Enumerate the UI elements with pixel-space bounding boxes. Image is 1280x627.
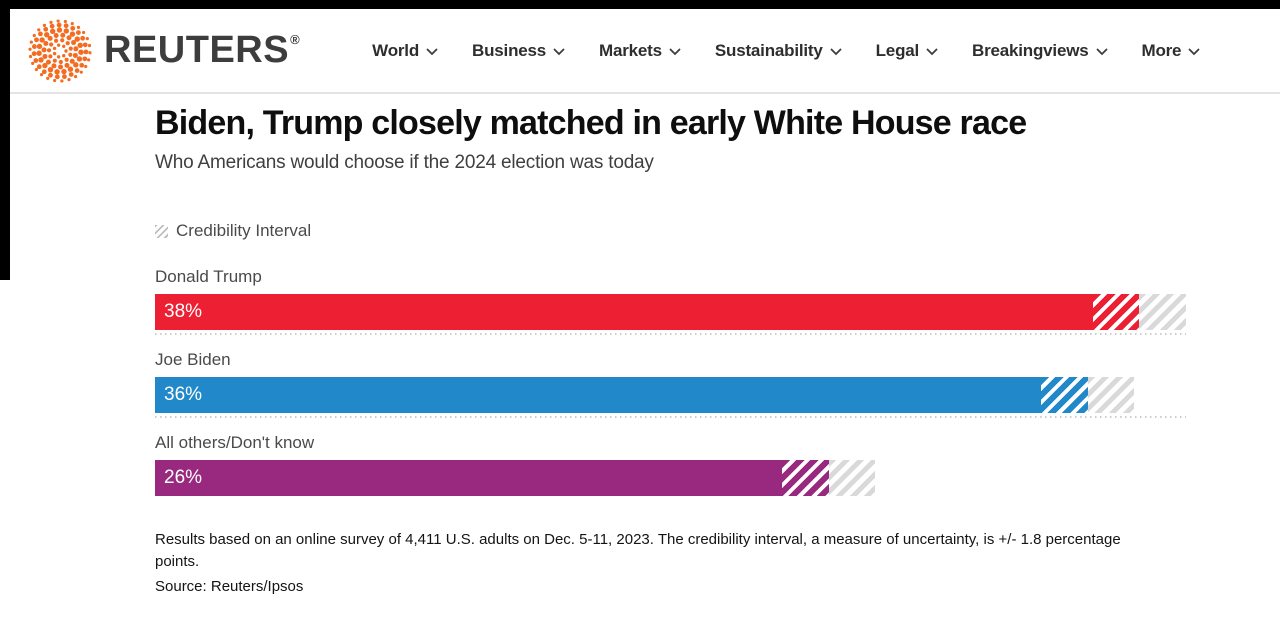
registered-trademark: ® bbox=[290, 32, 301, 47]
bar-solid-segment: 36% bbox=[155, 377, 1041, 413]
dotted-row-separator bbox=[155, 416, 1186, 418]
chevron-down-icon bbox=[426, 48, 438, 55]
article-chart: Biden, Trump closely matched in early Wh… bbox=[155, 94, 1190, 595]
chart-row: All others/Don't know 26% bbox=[155, 433, 1186, 496]
main-nav: World Business Markets Sustainability Le… bbox=[372, 41, 1200, 61]
reuters-logo-icon bbox=[28, 18, 92, 83]
credibility-interval-swatch-icon bbox=[155, 224, 168, 238]
reuters-wordmark: REUTERS® bbox=[104, 29, 301, 71]
dotted-row-separator bbox=[155, 333, 1186, 335]
bar-solid-segment: 26% bbox=[155, 460, 782, 496]
chart-source: Source: Reuters/Ipsos bbox=[155, 578, 304, 595]
nav-item-sustainability[interactable]: Sustainability bbox=[715, 41, 842, 61]
nav-item-world[interactable]: World bbox=[372, 41, 438, 61]
bar-chart: Donald Trump 38% Joe Biden 36% All others/Do… bbox=[155, 267, 1186, 496]
bar-category-label: All others/Don't know bbox=[155, 433, 315, 452]
nav-item-breakingviews[interactable]: Breakingviews bbox=[972, 41, 1107, 61]
nav-item-more[interactable]: More bbox=[1142, 41, 1201, 61]
bar-value-label: 36% bbox=[164, 384, 203, 405]
credibility-interval-upper-hatch bbox=[828, 460, 876, 496]
chart-legend: Credibility Interval bbox=[155, 221, 1190, 241]
site-header: REUTERS® World Business Markets Sustaina… bbox=[0, 9, 1280, 94]
nav-item-legal[interactable]: Legal bbox=[876, 41, 938, 61]
credibility-interval-lower-hatch bbox=[1092, 294, 1140, 330]
reuters-home-link[interactable]: REUTERS® bbox=[28, 18, 301, 83]
bar-track: 38% bbox=[155, 294, 1186, 330]
chevron-down-icon bbox=[553, 48, 565, 55]
window-left-edge bbox=[0, 0, 10, 280]
credibility-interval-lower-hatch bbox=[781, 460, 829, 496]
chevron-down-icon bbox=[830, 48, 842, 55]
bar-value-label: 38% bbox=[164, 301, 203, 322]
bar-value-label: 26% bbox=[164, 467, 203, 488]
window-top-edge bbox=[0, 0, 1280, 9]
chevron-down-icon bbox=[1188, 48, 1200, 55]
bar-category-label: Joe Biden bbox=[155, 350, 231, 369]
chevron-down-icon bbox=[669, 48, 681, 55]
chevron-down-icon bbox=[926, 48, 938, 55]
bar-solid-segment: 38% bbox=[155, 294, 1093, 330]
chevron-down-icon bbox=[1096, 48, 1107, 55]
bar-track: 36% bbox=[155, 377, 1186, 413]
credibility-interval-upper-hatch bbox=[1087, 377, 1135, 413]
nav-item-markets[interactable]: Markets bbox=[599, 41, 681, 61]
credibility-interval-lower-hatch bbox=[1040, 377, 1088, 413]
bar-category-label: Donald Trump bbox=[155, 267, 262, 286]
chart-row: Joe Biden 36% bbox=[155, 350, 1186, 418]
nav-item-business[interactable]: Business bbox=[472, 41, 565, 61]
chart-note: Results based on an online survey of 4,4… bbox=[155, 531, 1121, 570]
credibility-interval-upper-hatch bbox=[1139, 294, 1186, 330]
bar-track: 26% bbox=[155, 460, 1186, 496]
legend-label: Credibility Interval bbox=[176, 221, 312, 240]
chart-subtitle: Who Americans would choose if the 2024 e… bbox=[155, 152, 654, 173]
chart-row: Donald Trump 38% bbox=[155, 267, 1186, 335]
chart-title: Biden, Trump closely matched in early Wh… bbox=[155, 104, 1027, 142]
